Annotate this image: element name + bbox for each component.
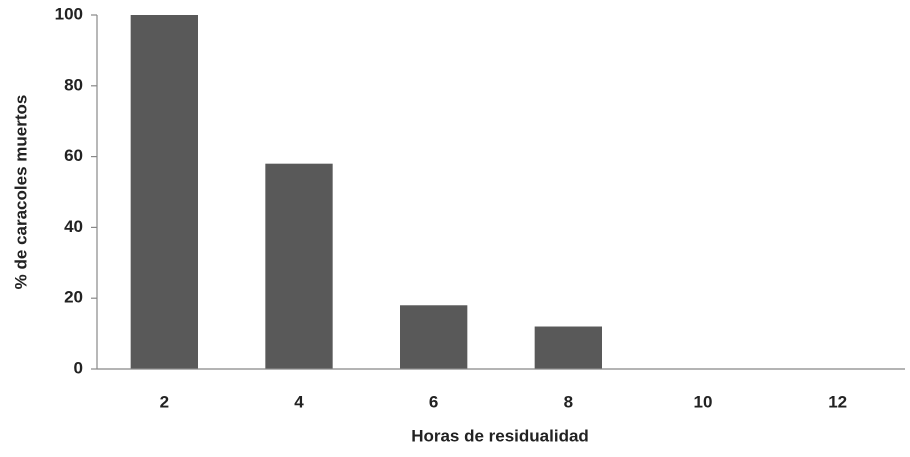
x-tick-label: 6 [429,392,438,411]
bar [400,305,468,369]
x-tick-label: 12 [828,392,847,411]
y-tick-label: 40 [64,217,83,236]
x-axis-label: Horas de residualidad [411,426,589,445]
bar [534,326,602,369]
x-tick-label: 10 [694,392,713,411]
y-tick-label: 60 [64,146,83,165]
y-tick-label: 0 [74,358,83,377]
x-tick-label: 8 [564,392,573,411]
y-tick-label: 20 [64,288,83,307]
bar [265,163,333,369]
bar [130,15,198,369]
y-tick-label: 80 [64,75,83,94]
y-tick-label: 100 [55,4,83,23]
x-tick-label: 4 [294,392,304,411]
x-tick-label: 2 [160,392,169,411]
y-axis-label: % de caracoles muertos [11,95,30,290]
